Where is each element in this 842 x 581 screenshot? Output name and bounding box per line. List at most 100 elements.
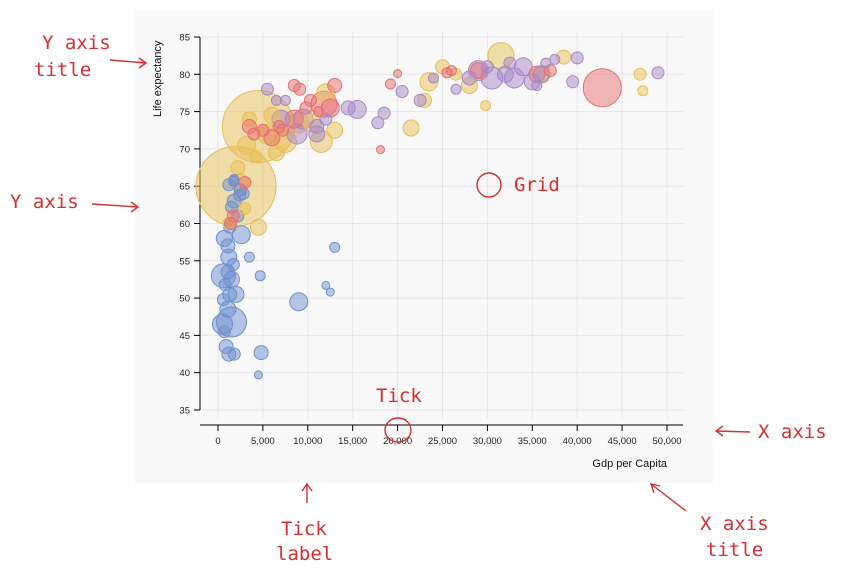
bubble-point: [582, 68, 622, 108]
bubble-point: [313, 106, 325, 118]
bubble-point: [287, 79, 301, 92]
y-tick-label: 65: [179, 182, 190, 193]
bubble-point: [480, 100, 492, 112]
bubble-point: [279, 94, 291, 106]
bubble-point: [340, 100, 356, 116]
y-axis-ticks: 35 40 45 50 55 60 65 70 75 80 85: [179, 33, 200, 417]
annotation-arrow-x-axis-title: [649, 483, 687, 512]
bubble-point: [224, 217, 238, 230]
bubble-points: [195, 42, 665, 380]
x-tick-label: 15,000: [338, 436, 367, 447]
bubble-point: [309, 119, 325, 134]
y-tick-label: 35: [179, 406, 190, 417]
bubble-point: [263, 106, 281, 124]
bubble-point: [243, 251, 255, 263]
annotation-x-axis-title-line-1: X axis: [700, 513, 769, 535]
bubble-point: [272, 120, 286, 133]
bubble-point: [321, 280, 331, 290]
y-tick-label: 75: [179, 107, 190, 118]
y-tick-label: 80: [179, 70, 190, 81]
annotation-grid: Grid: [514, 174, 560, 196]
bubble-point: [227, 347, 241, 361]
bubble-point: [428, 72, 439, 84]
bubble-point: [228, 174, 240, 185]
bubble-point: [531, 80, 543, 91]
bubble-point: [260, 82, 274, 96]
bubble-point: [267, 144, 285, 162]
bubble-point: [395, 85, 409, 98]
annotation-y-axis-title: Y axis title: [34, 32, 122, 81]
bubble-point: [231, 225, 251, 245]
bubble-point: [238, 202, 252, 216]
bubble-point: [413, 93, 427, 107]
annotation-x-axis-title-line-2: title: [706, 539, 763, 561]
x-tick-label: 40,000: [563, 436, 592, 447]
bubble-point: [289, 292, 309, 312]
y-tick-label: 70: [179, 144, 190, 155]
annotation-y-axis-title-line-2: title: [34, 59, 91, 81]
bubble-point: [461, 70, 477, 86]
bubble-point: [249, 149, 263, 163]
bubble-point: [503, 56, 517, 70]
bubble-point: [371, 116, 385, 130]
bubble-point: [402, 119, 420, 137]
annotation-tick-circle: [384, 417, 412, 443]
bubble-point: [249, 218, 267, 236]
bubble-point: [254, 270, 266, 282]
bubble-point: [216, 293, 230, 307]
y-tick-label: 55: [179, 256, 190, 267]
annotation-arrow-tick-label: [301, 482, 313, 503]
annotation-tick-label: Tick label: [276, 518, 338, 565]
annotation-arrow-y-axis: [91, 201, 140, 213]
bubble-point: [377, 106, 391, 120]
bubble-point: [319, 112, 333, 126]
y-tick-label: 60: [179, 219, 190, 230]
annotation-callouts: Y axis title Y axis Grid Tick X axis Tic…: [10, 32, 827, 565]
x-tick-label: 25,000: [428, 436, 457, 447]
bubble-point: [220, 238, 236, 254]
bubble-point: [299, 101, 313, 115]
bubble-point: [218, 278, 232, 292]
annotation-arrow-x-axis: [714, 425, 751, 437]
bubble-point: [566, 75, 580, 89]
x-tick-label: 45,000: [608, 436, 637, 447]
bubble-point: [633, 67, 647, 81]
bubble-point: [256, 123, 270, 137]
annotation-x-axis: X axis: [758, 421, 827, 443]
y-tick-label: 50: [179, 294, 190, 305]
annotation-tick-label-line-2: label: [276, 543, 333, 565]
y-tick-label: 85: [179, 33, 190, 44]
y-tick-label: 45: [179, 331, 190, 342]
x-tick-label: 35,000: [518, 436, 547, 447]
bubble-point: [327, 78, 343, 93]
bubble-point: [384, 78, 396, 90]
bubble-point: [651, 66, 665, 80]
x-tick-label: 10,000: [293, 436, 322, 447]
x-tick-label: 5,000: [251, 436, 275, 447]
bubble-point: [253, 345, 269, 361]
bubble-point: [570, 51, 584, 65]
bubble-point: [450, 83, 462, 95]
bubble-point: [441, 67, 453, 79]
bubble-point: [540, 57, 552, 69]
x-axis-title: Gdp per Capita: [592, 458, 667, 470]
x-tick-label: 50,000: [652, 436, 681, 447]
annotation-y-axis-title-line-1: Y axis: [42, 32, 111, 54]
bubble-point: [480, 60, 494, 74]
bubble-point: [230, 160, 246, 176]
annotation-grid-circle: [476, 172, 502, 198]
bubble-point: [329, 241, 341, 253]
bubble-point: [376, 145, 385, 155]
annotation-tick-label-line-1: Tick: [281, 518, 327, 540]
bubble-point: [253, 370, 263, 380]
y-tick-label: 40: [179, 368, 190, 379]
bubble-point: [217, 325, 231, 339]
bubble-point: [549, 53, 561, 65]
y-axis-title: Life expectancy: [152, 40, 164, 117]
bubble-point: [326, 121, 344, 139]
bubble-point: [238, 176, 252, 189]
bubble-point: [637, 85, 649, 97]
annotation-arrow-y-axis-title: [109, 57, 148, 69]
annotation-x-axis-title: X axis title: [700, 513, 780, 561]
